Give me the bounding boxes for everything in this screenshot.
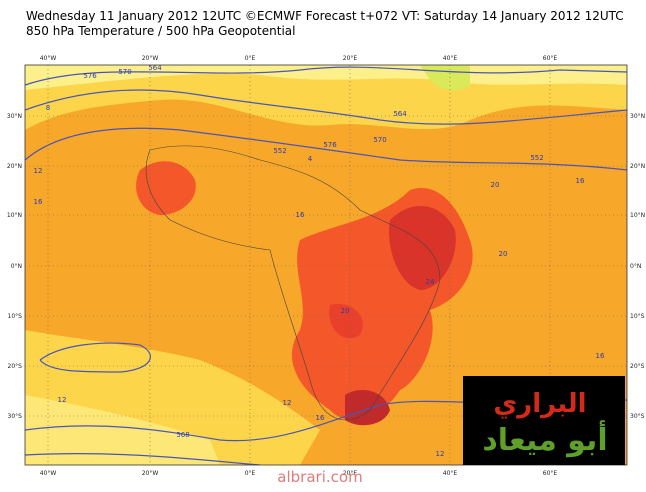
lon-label-top: 60°E bbox=[543, 55, 558, 62]
contour-label: 570 bbox=[373, 136, 386, 144]
contour-label: 8 bbox=[46, 104, 50, 112]
lat-label-left: 30°S bbox=[8, 413, 23, 420]
lon-label-top: 0°E bbox=[245, 55, 256, 62]
lon-label-top: 20°W bbox=[142, 55, 159, 62]
lat-label-right: 10°S bbox=[630, 313, 645, 320]
contour-label: 12 bbox=[58, 396, 67, 404]
contour-label: 576 bbox=[323, 141, 337, 149]
lat-label-left: 10°N bbox=[7, 212, 22, 219]
lon-label-bottom: 20°W bbox=[142, 470, 159, 477]
contour-label: 552 bbox=[273, 147, 286, 155]
contour-label: 576 bbox=[83, 72, 97, 80]
contour-label: 570 bbox=[118, 68, 131, 76]
watermark-box bbox=[463, 376, 625, 465]
lat-label-right: 10°N bbox=[630, 212, 645, 219]
lon-label-top: 40°W bbox=[40, 55, 57, 62]
contour-label: 568 bbox=[176, 431, 189, 439]
contour-label: 564 bbox=[393, 110, 407, 118]
watermark-site: albrari.com bbox=[277, 468, 362, 486]
contour-label: 20 bbox=[341, 307, 350, 315]
lon-label-bottom: 60°E bbox=[543, 470, 558, 477]
lat-label-left: 0°N bbox=[11, 263, 22, 270]
lat-label-right: 30°N bbox=[630, 113, 645, 120]
lat-label-left: 20°S bbox=[8, 363, 23, 370]
contour-label: 20 bbox=[499, 250, 508, 258]
lat-label-left: 10°S bbox=[8, 313, 23, 320]
contour-label: 564 bbox=[148, 64, 162, 72]
lon-label-bottom: 40°E bbox=[443, 470, 458, 477]
contour-label: 12 bbox=[436, 450, 445, 458]
lat-label-left: 30°N bbox=[7, 113, 22, 120]
lat-label-left: 20°N bbox=[7, 163, 22, 170]
contour-label: 12 bbox=[34, 167, 43, 175]
contour-label: 12 bbox=[283, 399, 292, 407]
contour-label: 16 bbox=[316, 414, 325, 422]
contour-label: 4 bbox=[308, 155, 313, 163]
watermark-line2: أبو ميعاد bbox=[482, 420, 607, 458]
lon-label-top: 40°E bbox=[443, 55, 458, 62]
contour-label: 24 bbox=[426, 278, 435, 286]
lon-label-bottom: 40°W bbox=[40, 470, 57, 477]
contour-label: 16 bbox=[296, 211, 305, 219]
lat-label-right: 30°S bbox=[630, 413, 645, 420]
title: Wednesday 11 January 2012 12UTC ©ECMWF F… bbox=[26, 9, 624, 23]
lat-label-right: 0°N bbox=[630, 263, 641, 270]
lon-label-top: 20°E bbox=[343, 55, 358, 62]
subtitle: 850 hPa Temperature / 500 hPa Geopotenti… bbox=[26, 24, 295, 38]
lat-label-right: 20°S bbox=[630, 363, 645, 370]
lat-label-right: 20°N bbox=[630, 163, 645, 170]
contour-label: 20 bbox=[491, 181, 500, 189]
lon-label-bottom: 20°E bbox=[343, 470, 358, 477]
watermark-line1: البراري bbox=[493, 389, 586, 419]
contour-label: 16 bbox=[596, 352, 605, 360]
contour-label: 16 bbox=[576, 177, 585, 185]
contour-label: 16 bbox=[34, 198, 43, 206]
map-field: 576 570 564 564 552 576 570 552 4 8 12 16 16 20 20 24 20… bbox=[25, 64, 627, 465]
lon-label-bottom: 0°E bbox=[245, 470, 256, 477]
contour-label: 552 bbox=[530, 154, 543, 162]
